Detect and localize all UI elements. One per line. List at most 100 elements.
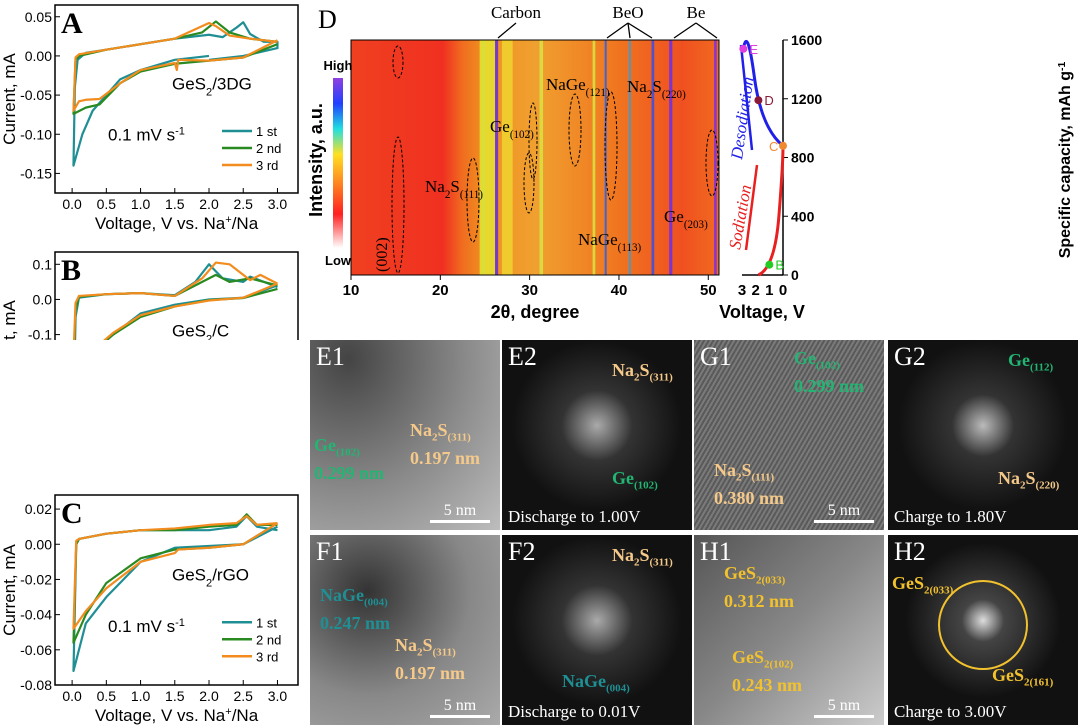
heatmap-peak-stripe (628, 40, 631, 275)
f1-na2s-annotation: Na2S(311) 0.197 nm (395, 635, 466, 683)
y-tick-label: -0.10 (20, 126, 52, 142)
x-tick-label: 0.5 (97, 196, 117, 212)
panel-label: H1 (700, 537, 732, 566)
side-y-tick-label: 1200 (791, 91, 822, 107)
x-tick-label: 1.0 (131, 196, 151, 212)
x-tick-label: 20 (432, 282, 449, 299)
fft-panel-g2: G2 Ge(112) Na2S(220) Charge to 1.80V (888, 340, 1078, 530)
panel-caption: Discharge to 0.01V (508, 702, 641, 721)
state-marker-c (779, 141, 787, 150)
panel-caption: Charge to 3.00V (894, 702, 1007, 721)
x-tick-label: 3.0 (268, 196, 288, 212)
x-tick-label: 1.5 (165, 688, 185, 704)
h2-ges2-161-annotation: GeS2(161) (992, 665, 1054, 689)
legend-label: 1 st (256, 615, 277, 630)
y-tick-label: 0.05 (25, 9, 52, 25)
x-tick-label: 2.0 (199, 196, 219, 212)
cv-lower-canvas: 0.0 0.5 1.0 1.5 2.0 2.5 3.0 0.02 0.00 -0.02 -0.04 -… (0, 494, 299, 725)
x-tick-label: 0.5 (97, 688, 117, 704)
side-x-tick-label: 1 (765, 282, 773, 299)
peak-ellipse (705, 129, 719, 197)
na2s-220-label: Na2S(220) (627, 77, 686, 101)
state-marker-e (739, 44, 748, 53)
be-label: Be (687, 3, 706, 22)
e1-ge-annotation: Ge(102) 0.299 nm (314, 435, 385, 483)
cv-curve-cycle-1 (72, 21, 279, 167)
side-y-tick-label: 0 (791, 267, 799, 283)
heatmap-peak-stripe (604, 40, 607, 275)
y-axis-label: Current, mA (0, 544, 19, 636)
panel-label: G1 (700, 342, 732, 371)
panel-label: G2 (894, 342, 926, 371)
x-tick-label: 0.0 (62, 196, 82, 212)
side-x-tick-label: 0 (779, 282, 787, 299)
state-label-c: C (769, 139, 778, 154)
side-x-axis-label: Voltage, V (719, 302, 805, 322)
tem-panel-g1: G1 Ge(102) 0.299 nm Na2S(111) 0.380 nm 5 n… (694, 340, 884, 530)
colorbar (333, 78, 343, 248)
y-tick-label: -0.06 (20, 642, 52, 658)
x-tick-label: 2.0 (199, 688, 219, 704)
ge-203-label: Ge(203) (664, 207, 708, 231)
side-y-tick-label: 800 (791, 150, 815, 166)
arrow (606, 22, 629, 39)
g1-ge-annotation: Ge(102) 0.299 nm (794, 348, 865, 396)
heatmap-frame (350, 39, 720, 276)
heatmap-peak-stripe (592, 40, 596, 275)
na2s-111-label: Na2S(111) (425, 177, 483, 201)
ge-102-label: Ge(102) (490, 117, 534, 141)
y-tick-label: -0.1 (28, 327, 52, 340)
side-x-tick-label: 2 (751, 282, 759, 299)
e2-ge-annotation: Ge(102) (612, 468, 658, 492)
x-tick-label: 3.0 (268, 688, 288, 704)
peak-ellipse (528, 102, 538, 180)
y-axis-label: Current, mA (0, 300, 19, 340)
x-axis-label: 2θ, degree (491, 302, 580, 322)
state-marker-b (765, 260, 774, 269)
fft-panel-e2: E2 Na2S(311) Ge(102) Discharge to 1.00V (502, 340, 692, 530)
x-axis-label: Voltage, V vs. Na+/Na (95, 214, 259, 233)
legend-label: 2 nd (256, 632, 281, 647)
scale-bar: 5 nm (814, 502, 874, 524)
y-tick-label: 0.1 (33, 256, 53, 272)
panel-caption: Charge to 1.80V (894, 507, 1007, 526)
plot-frame (54, 4, 299, 194)
panel-label: F2 (508, 537, 536, 566)
beo-label: BeO (612, 3, 643, 22)
x-tick-label: 40 (611, 282, 628, 299)
x-tick-label: 10 (343, 282, 360, 299)
peak-ellipse (568, 93, 582, 167)
y-tick-label: -0.04 (20, 607, 52, 623)
fft-panel-h2: H2 GeS2(033) GeS2(161) Charge to 3.00V (888, 535, 1078, 725)
heatmap-peak-stripe (501, 40, 513, 275)
cv-curve-cycle-3 (72, 261, 278, 340)
panel-label: H2 (894, 537, 926, 566)
scale-bar: 5 nm (814, 697, 874, 719)
peak-ellipse (391, 136, 405, 274)
desodiation-arrow (739, 44, 754, 151)
h1-ges2-033-annotation: GeS2(033) 0.312 nm (724, 563, 795, 611)
plot-frame (54, 494, 299, 686)
peak-ellipse (392, 45, 404, 79)
plot-frame (54, 251, 299, 340)
y-tick-label: 0.00 (25, 48, 52, 64)
x-tick-label: 50 (700, 282, 717, 299)
sodiation-arrow (744, 164, 759, 251)
carbon-002-label: (002) (374, 237, 391, 272)
state-label-b: B (775, 258, 784, 273)
legend-label: 3 rd (256, 649, 278, 664)
colorbar-high-label: High (324, 58, 353, 73)
y-tick-label: 0.00 (25, 536, 52, 552)
y-tick-label: 0.0 (33, 291, 53, 307)
scale-bar: 5 nm (430, 697, 490, 719)
colorbar-low-label: Low (325, 253, 352, 268)
cv-curve-cycle-3 (72, 21, 278, 112)
g2-ge-annotation: Ge(112) (1008, 350, 1054, 374)
y-tick-label: -0.02 (20, 571, 52, 587)
panel-label: C (61, 497, 83, 530)
panel-label: B (61, 254, 81, 287)
h1-ges2-102-annotation: GeS2(102) 0.243 nm (732, 647, 803, 695)
side-y-tick-label: 1600 (791, 32, 822, 48)
cv-panel-a: 0.0 0.5 1.0 1.5 2.0 2.5 3.0 0.05 0.00 -0.05 -0.10 -… (0, 4, 299, 233)
